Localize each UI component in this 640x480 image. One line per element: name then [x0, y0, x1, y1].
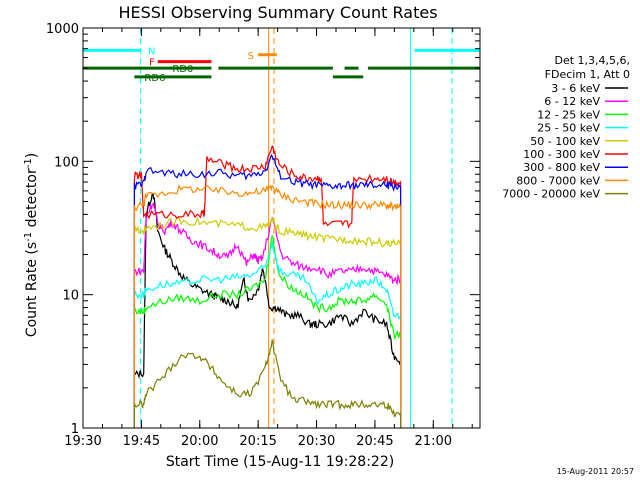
x-tick-label: 20:00 [181, 434, 218, 449]
x-tick-label: 19:30 [64, 434, 101, 449]
y-tick-label: 1000 [46, 22, 79, 37]
series-line [133, 234, 402, 428]
flag-label: RD0 [172, 64, 193, 75]
series-line [133, 184, 402, 428]
legend-entry-label: 12 - 25 keV [537, 108, 600, 121]
x-tick-label: 19:45 [123, 434, 160, 449]
legend: Det 1,3,4,5,6,FDecim 1, Att 03 - 6 keV6 … [502, 54, 630, 201]
y-tick-label: 100 [54, 155, 79, 170]
flag-label: N [148, 46, 155, 57]
x-tick-label: 20:30 [298, 434, 335, 449]
flag-label: F [149, 58, 155, 69]
timestamp: 15-Aug-2011 20:57 [556, 467, 634, 476]
flag-label: RD6 [144, 73, 165, 84]
series-line [133, 240, 402, 428]
flag-label: S [248, 51, 254, 62]
series-line [133, 202, 402, 428]
plot-frame [82, 27, 481, 429]
legend-entry-label: 7000 - 20000 keV [502, 188, 600, 201]
legend-entry-label: 25 - 50 keV [537, 122, 600, 135]
y-tick-label: 10 [62, 289, 79, 304]
series-line [133, 145, 402, 428]
chart-title: HESSI Observing Summary Count Rates [118, 3, 437, 22]
series-line [133, 153, 402, 428]
y-axis-label: Count Rate (s-1 detector-1) [23, 153, 40, 337]
legend-header: Det 1,3,4,5,6, [554, 54, 630, 67]
y-tick-label: 1 [71, 422, 79, 437]
legend-entry-label: 100 - 300 keV [523, 148, 600, 161]
x-tick-label: 20:15 [239, 434, 276, 449]
legend-entry-label: 800 - 7000 keV [516, 174, 600, 187]
legend-entry-label: 3 - 6 keV [551, 82, 600, 95]
legend-entry-label: 6 - 12 keV [544, 95, 600, 108]
x-tick-label: 20:45 [356, 434, 393, 449]
x-axis-label: Start Time (15-Aug-11 19:28:22) [166, 454, 394, 470]
legend-entry-label: 50 - 100 keV [530, 135, 600, 148]
axes: 19:30 19:45 20:00 20:15 20:30 20:45 21:00 1 10 10… [46, 22, 481, 449]
legend-header: FDecim 1, Att 0 [545, 68, 630, 81]
x-tick-label: 21:00 [415, 434, 452, 449]
series-line [133, 193, 402, 428]
series-line [133, 339, 402, 428]
legend-entry-label: 300 - 800 keV [523, 161, 600, 174]
series-line [133, 215, 402, 428]
plot-area: NF RD0 RD6 S [83, 28, 480, 428]
